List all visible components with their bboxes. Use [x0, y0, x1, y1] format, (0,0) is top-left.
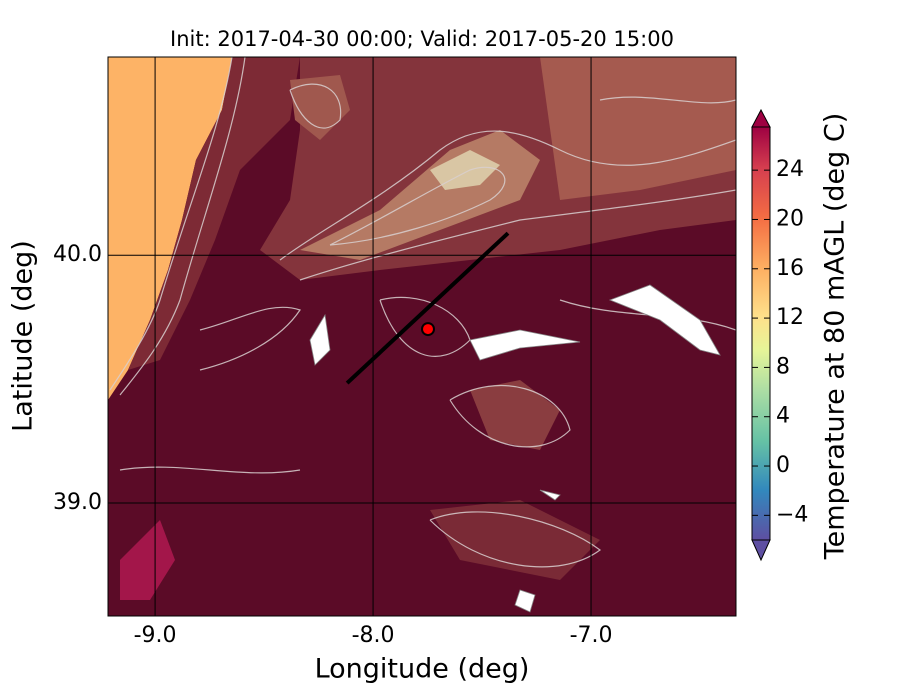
x-tick-label: -7.0	[570, 623, 613, 648]
masked-areas	[309, 284, 721, 613]
colorbar-label: Temperature at 80 mAGL (deg C)	[820, 113, 851, 561]
hot-spot	[120, 520, 175, 600]
colorbar-tick-label: 0	[776, 453, 790, 478]
colorbar-tick-label: 20	[776, 206, 804, 231]
peak	[430, 150, 500, 190]
ocean	[108, 57, 232, 400]
hill	[470, 380, 560, 450]
colorbar	[752, 127, 770, 540]
title: Init: 2017-04-30 00:00; Valid: 2017-05-2…	[170, 27, 674, 51]
colorbar-tick-label: 16	[776, 256, 804, 281]
x-tick-label: -9.0	[134, 623, 177, 648]
transect	[345, 231, 510, 385]
colorbar-extend-min	[751, 539, 771, 562]
point-marker	[420, 322, 435, 337]
colorbar-tick-label: 4	[776, 404, 790, 429]
plot-frame	[107, 56, 737, 617]
coastal-strip	[128, 57, 300, 370]
colorbar-extend-max	[751, 108, 771, 128]
colorbar-tick-label: 8	[776, 354, 790, 379]
y-axis-label: Latitude (deg)	[8, 240, 39, 432]
x-axis-label: Longitude (deg)	[315, 654, 530, 685]
colorbar-frame	[751, 126, 771, 541]
map	[108, 57, 736, 616]
colorbar-tick-label: 12	[776, 305, 804, 330]
x-tick-label: -8.0	[352, 623, 395, 648]
y-tick-label: 40.0	[53, 242, 102, 267]
highland-east	[540, 57, 736, 200]
colorbar-tick-label: 24	[776, 157, 804, 182]
colorbar-tick-label: −4	[776, 502, 808, 527]
contours	[109, 57, 736, 568]
hill	[430, 500, 600, 580]
y-tick-label: 39.0	[53, 490, 102, 515]
